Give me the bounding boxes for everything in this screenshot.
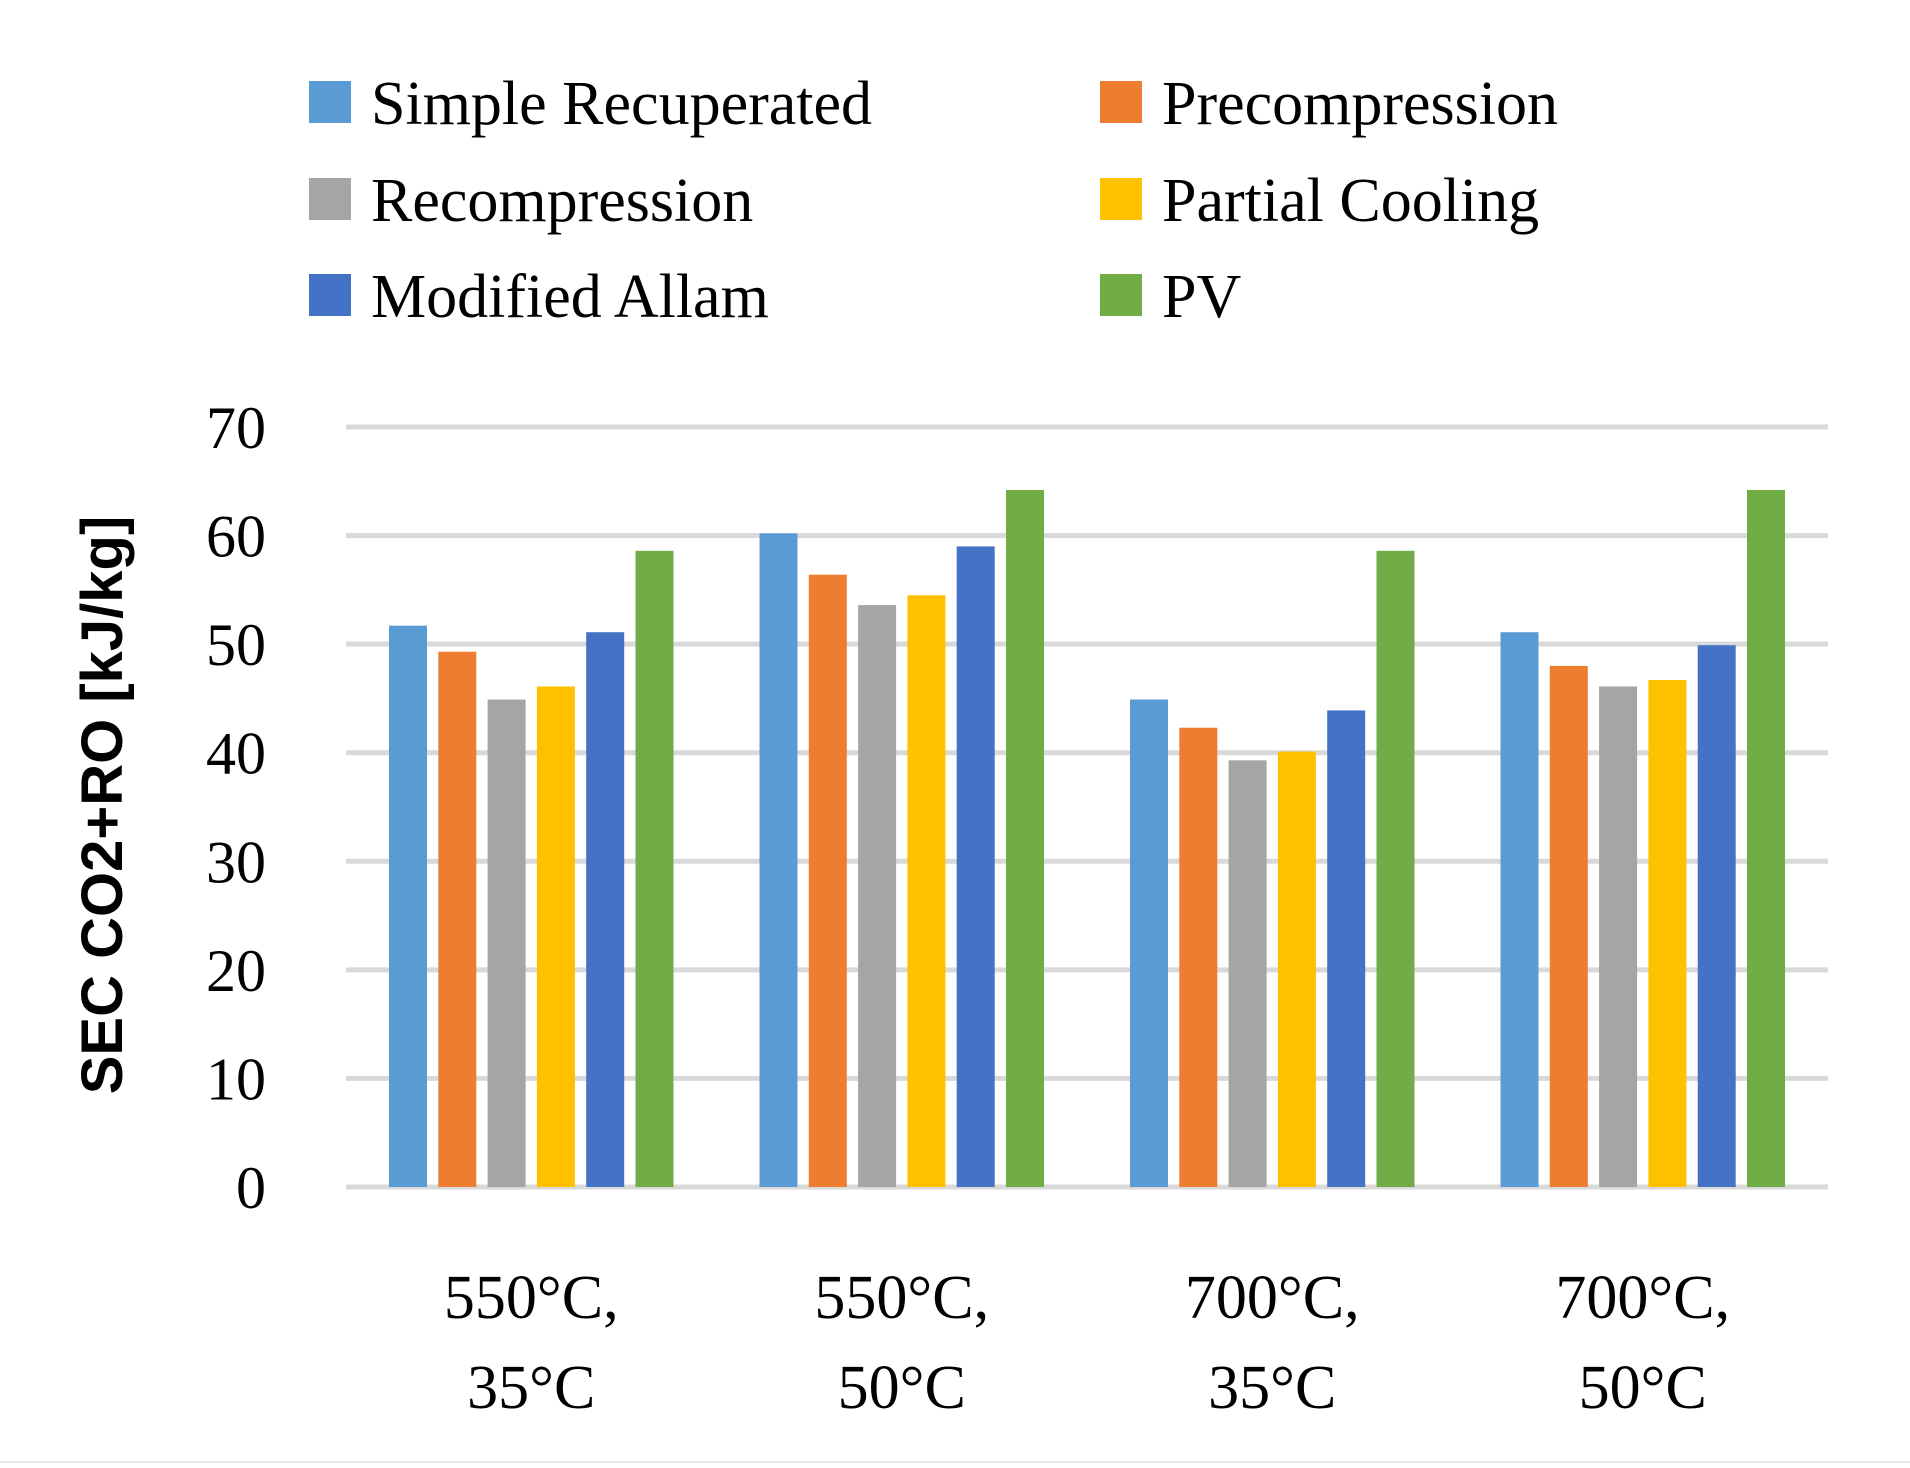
bar-precompression: [1179, 727, 1218, 1187]
y-tick-label: 30: [206, 829, 266, 895]
y-tick-label: 40: [206, 721, 266, 787]
legend-item: Modified Allam: [309, 263, 769, 331]
bar-recompression: [858, 605, 897, 1187]
y-tick-label: 0: [236, 1155, 266, 1221]
x-tick-labels: 550°C, 35°C 550°C, 50°C 700°C, 35°C 700°C, 50°C: [444, 1264, 1730, 1422]
bar-modified-allam: [956, 546, 995, 1187]
legend-label: Modified Allam: [371, 263, 769, 331]
bar-modified-allam: [1327, 710, 1366, 1187]
y-tick-label: 60: [206, 504, 266, 570]
bar-pv: [1747, 490, 1785, 1187]
legend-label: Precompression: [1162, 70, 1558, 138]
x-tick-label: 700°C, 35°C: [1185, 1264, 1360, 1422]
legend-swatch: [309, 178, 351, 220]
bar-pv: [1376, 550, 1415, 1187]
bar-modified-allam: [1697, 645, 1736, 1187]
bar-partial-cooling: [536, 686, 575, 1187]
legend-swatch: [1100, 178, 1142, 220]
legend-swatch: [1100, 274, 1142, 316]
legend-swatch: [1100, 81, 1142, 123]
bar-precompression: [1549, 665, 1588, 1187]
y-tick-label: 50: [206, 612, 266, 678]
x-tick-label: 550°C, 50°C: [814, 1264, 989, 1422]
bars: [389, 490, 1785, 1187]
bar-recompression: [487, 699, 526, 1187]
bar-simple-recuperated: [389, 625, 427, 1187]
bar-precompression: [438, 651, 477, 1187]
legend-item: Recompression: [309, 167, 753, 235]
x-tick-label: 700°C, 50°C: [1555, 1264, 1730, 1422]
bar-partial-cooling: [1648, 680, 1687, 1187]
y-tick-label: 10: [206, 1046, 266, 1112]
legend-item: Simple Recuperated: [309, 70, 872, 138]
bar-pv: [1006, 490, 1044, 1187]
legend: Simple Recuperated Precompression Recompre…: [309, 70, 1558, 331]
y-tick-label: 70: [206, 395, 266, 461]
y-axis-label: SEC CO2+RO [kJ/kg]: [70, 516, 135, 1095]
legend-label: PV: [1162, 263, 1241, 331]
y-tick-label: 20: [206, 938, 266, 1004]
bar-partial-cooling: [1277, 751, 1316, 1187]
y-tick-labels: 0 10 20 30 40 50 60 70: [206, 395, 266, 1221]
x-tick-label: 550°C, 35°C: [444, 1264, 619, 1422]
bar-recompression: [1228, 760, 1267, 1187]
legend-swatch: [309, 81, 351, 123]
bar-recompression: [1599, 686, 1638, 1187]
bar-simple-recuperated: [1500, 632, 1539, 1187]
legend-label: Recompression: [371, 167, 753, 235]
legend-label: Partial Cooling: [1162, 167, 1539, 235]
bar-partial-cooling: [907, 595, 946, 1187]
legend-item: PV: [1100, 263, 1241, 331]
bar-modified-allam: [586, 632, 625, 1187]
bar-pv: [635, 550, 674, 1187]
bar-simple-recuperated: [1130, 699, 1168, 1187]
bar-precompression: [808, 574, 847, 1187]
legend-item: Partial Cooling: [1100, 167, 1539, 235]
legend-item: Precompression: [1100, 70, 1558, 138]
legend-swatch: [309, 274, 351, 316]
bar-simple-recuperated: [759, 533, 798, 1187]
legend-label: Simple Recuperated: [371, 70, 872, 138]
